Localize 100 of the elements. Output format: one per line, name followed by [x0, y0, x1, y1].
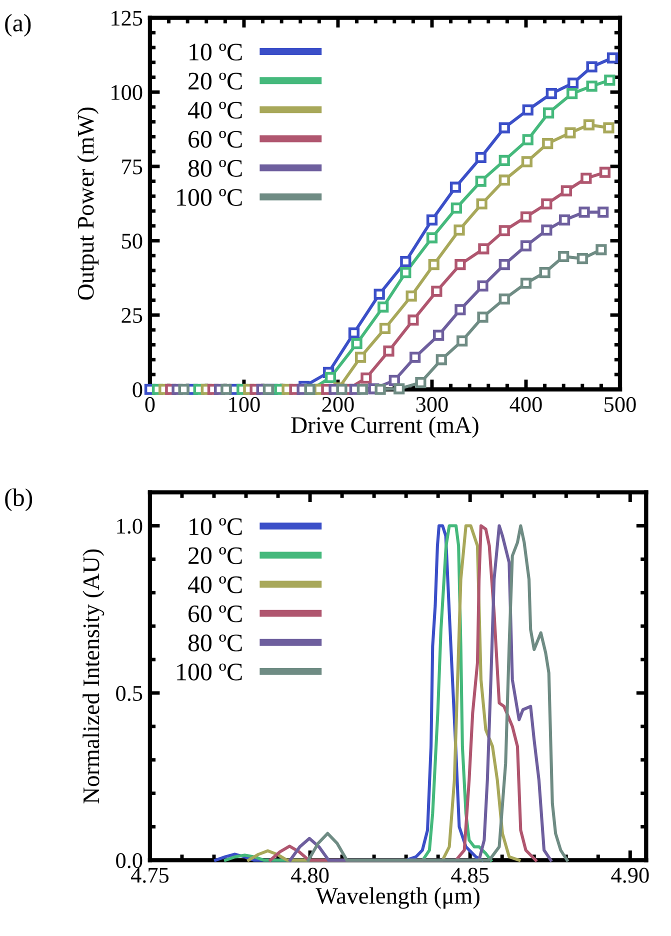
- point: [583, 119, 595, 130]
- x-tick-label: 4.85: [451, 868, 489, 883]
- point: [354, 352, 366, 363]
- point: [522, 134, 534, 146]
- x-tick-label: 4.90: [611, 868, 649, 883]
- point: [454, 224, 465, 236]
- legend-label: 20 ºC: [188, 547, 242, 564]
- point: [400, 256, 412, 268]
- point: [498, 154, 510, 166]
- point: [262, 384, 274, 395]
- point: [360, 372, 372, 384]
- point: [454, 304, 466, 316]
- legend-label: 80 ºC: [188, 160, 242, 177]
- point: [475, 152, 486, 164]
- y-tick-label: 0.0: [116, 853, 142, 868]
- point: [560, 185, 572, 196]
- point: [586, 61, 598, 72]
- point: [498, 293, 510, 305]
- text: (a): [5, 14, 31, 37]
- y-tick-label: 75: [122, 160, 142, 174]
- point: [498, 174, 510, 186]
- point: [436, 354, 447, 366]
- x-tick-label: 500: [604, 396, 636, 412]
- y-tick-label: 1.0: [117, 518, 142, 534]
- point: [378, 301, 389, 313]
- point: [220, 384, 232, 395]
- point: [598, 206, 609, 218]
- legend-label: 60 ºC: [188, 605, 242, 622]
- point: [428, 258, 440, 270]
- point: [539, 266, 550, 278]
- point: [567, 78, 579, 89]
- point: [520, 211, 532, 223]
- point: [586, 80, 598, 92]
- y-tick-label: 125: [112, 10, 142, 26]
- legend-label: 10 ºC: [190, 518, 242, 536]
- point: [520, 240, 532, 252]
- point: [599, 166, 611, 178]
- point: [426, 232, 438, 244]
- legend-label: 100 ºC: [177, 664, 242, 680]
- point: [543, 107, 554, 118]
- point: [606, 52, 618, 64]
- point: [546, 88, 557, 100]
- point: [541, 224, 552, 236]
- point: [415, 376, 426, 388]
- point: [604, 74, 616, 86]
- point: [450, 202, 462, 214]
- point: [356, 384, 368, 395]
- x-tick-label: 100: [229, 396, 260, 412]
- point: [178, 384, 190, 395]
- point: [522, 104, 534, 116]
- point: [456, 335, 468, 346]
- point: [564, 127, 576, 138]
- point: [324, 372, 336, 384]
- point: [433, 330, 444, 341]
- point: [578, 206, 590, 218]
- x-axis-title: Wavelength (μm): [316, 887, 480, 909]
- text: (b): [5, 488, 32, 512]
- legend-label: 80 ºC: [188, 634, 242, 652]
- y-axis-title: Normalized Intensity (AU): [82, 549, 104, 804]
- point: [520, 278, 532, 289]
- y-tick-label: 50: [122, 234, 142, 249]
- point: [478, 243, 490, 254]
- point: [476, 198, 488, 210]
- x-tick-label: 400: [510, 396, 542, 412]
- point: [431, 286, 442, 297]
- point: [498, 258, 510, 270]
- point: [348, 327, 360, 338]
- legend-label: 10 ºC: [190, 44, 242, 61]
- point: [383, 345, 394, 357]
- y-tick-label: 0.5: [116, 686, 142, 702]
- point: [374, 288, 385, 300]
- point: [475, 176, 486, 187]
- point: [426, 214, 438, 226]
- point: [450, 182, 462, 193]
- point: [379, 322, 391, 334]
- point: [477, 312, 488, 323]
- x-tick-label: 0: [145, 396, 155, 412]
- point: [566, 88, 578, 100]
- point: [603, 122, 614, 134]
- legend-label: 60 ºC: [188, 130, 242, 148]
- x-tick-label: 4.75: [130, 868, 169, 883]
- point: [521, 156, 532, 168]
- point: [454, 258, 466, 270]
- point: [336, 384, 348, 395]
- point: [498, 225, 510, 236]
- point: [406, 290, 417, 302]
- point: [542, 138, 554, 150]
- point: [374, 384, 386, 395]
- point: [558, 250, 570, 262]
- point: [558, 214, 570, 226]
- x-tick-label: 200: [322, 396, 354, 412]
- y-tick-label: 25: [122, 308, 142, 323]
- x-axis-title: Drive Current (mA): [291, 416, 478, 438]
- y-tick-label: 100: [112, 85, 142, 100]
- point: [400, 266, 412, 278]
- y-axis-title: Output Power (mW): [77, 108, 99, 300]
- point: [408, 314, 419, 326]
- legend-label: 40 ºC: [188, 102, 242, 119]
- point: [410, 352, 421, 363]
- point: [498, 122, 510, 134]
